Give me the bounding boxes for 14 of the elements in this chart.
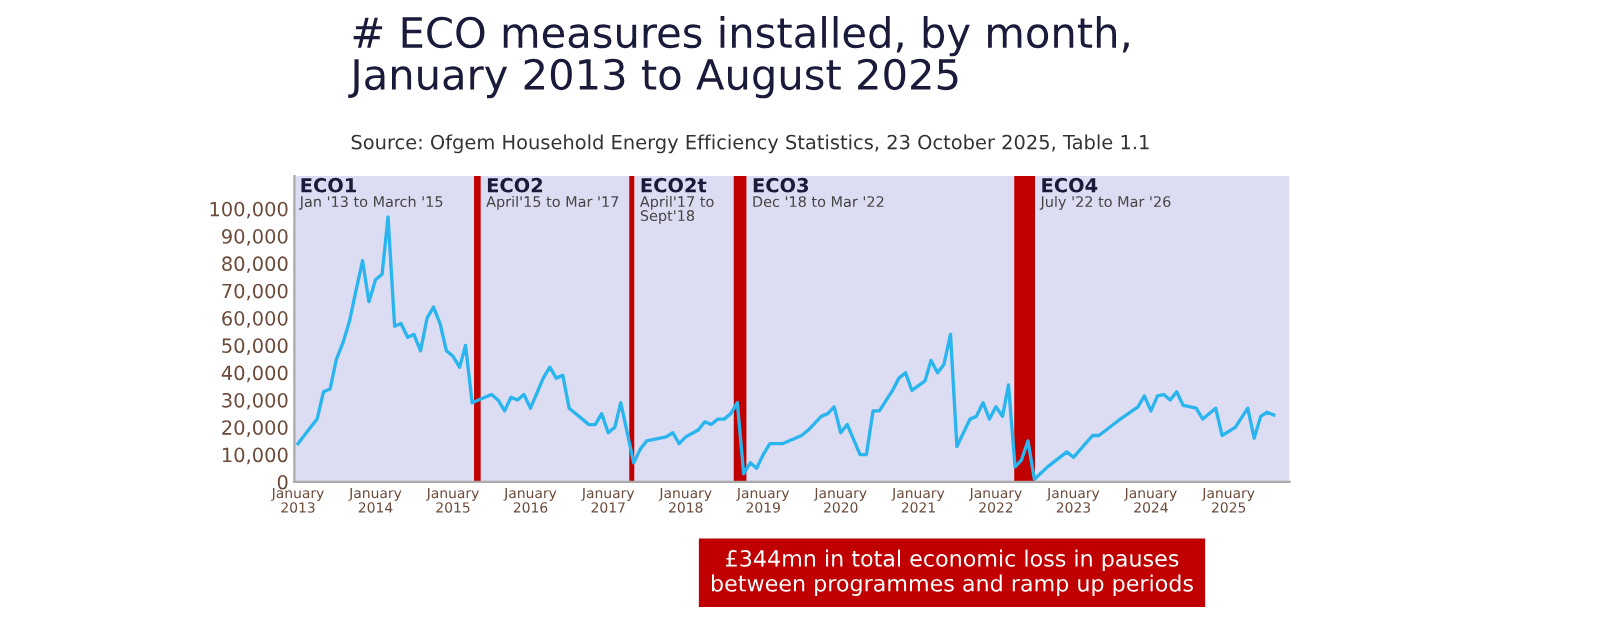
y-tick-label: 40,000 bbox=[221, 365, 288, 383]
y-tick-label: 30,000 bbox=[222, 392, 288, 410]
chart-title: # ECO measures installed, by month, January 2013 to August 2025 bbox=[348, 16, 1129, 99]
y-tick-label: 0 bbox=[277, 474, 288, 490]
y-tick-label: 90,000 bbox=[222, 229, 288, 246]
y-tick-label: 80,000 bbox=[222, 256, 288, 274]
y-tick-label: 20,000 bbox=[222, 420, 288, 437]
y-tick-label: 100,000 bbox=[210, 201, 288, 219]
y-tick-label: 10,000 bbox=[222, 447, 288, 465]
text: £344mn in total economic loss in pauses between programmes and ramp up periods bbox=[712, 549, 1193, 596]
y-tick-label: 60,000 bbox=[222, 310, 288, 328]
y-tick-label: 70,000 bbox=[222, 283, 288, 301]
chart-subtitle: Source: Ofgem Household Energy Efficiency Statistics, 23 October 2025, Table 1.1 bbox=[351, 134, 1149, 154]
y-tick-label: 50,000 bbox=[222, 338, 288, 355]
